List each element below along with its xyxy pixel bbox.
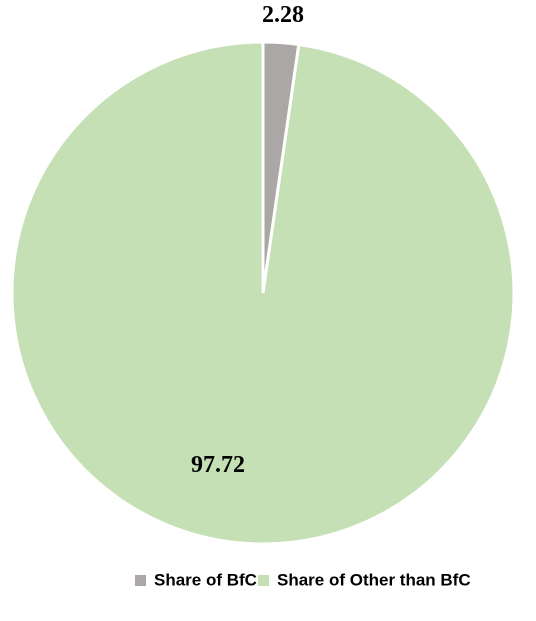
legend-label: Share of Other than BfC (277, 570, 471, 589)
data-label: 2.28 (262, 2, 304, 28)
legend-swatch (258, 575, 269, 586)
data-label: 97.72 (191, 452, 245, 478)
pie-slice (10, 40, 516, 546)
legend-swatch (135, 575, 146, 586)
legend-label: Share of BfC (154, 570, 257, 589)
